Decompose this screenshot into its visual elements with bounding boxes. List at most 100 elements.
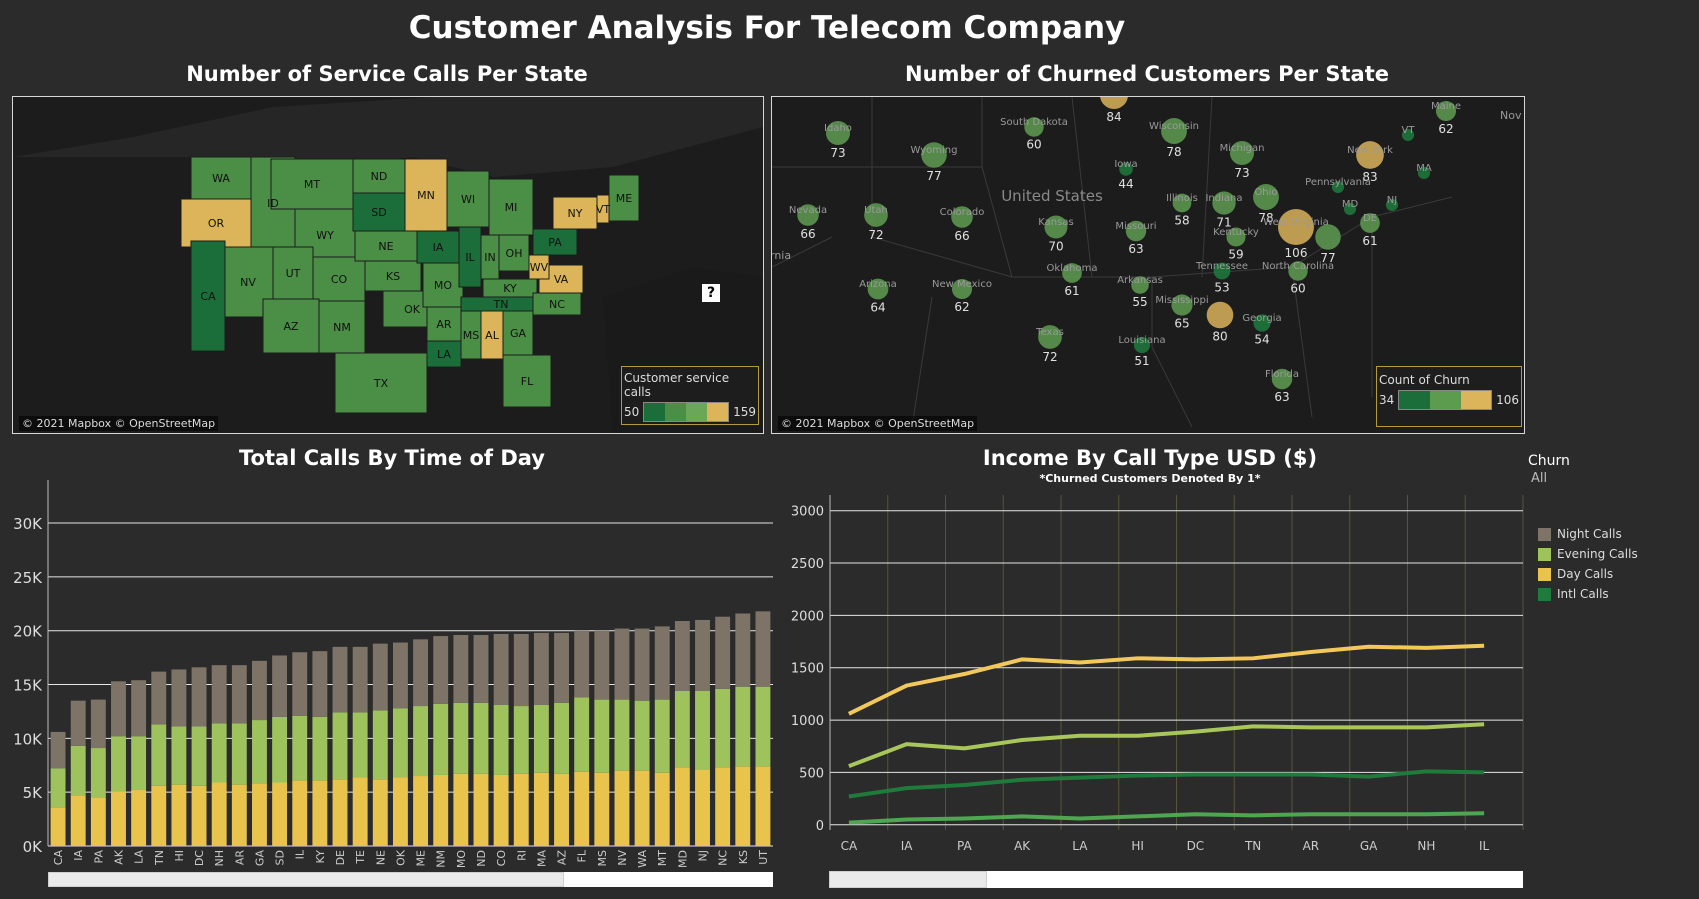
bar-segment[interactable] xyxy=(332,779,348,846)
bar-segment[interactable] xyxy=(50,807,66,846)
churn-bubble[interactable] xyxy=(1417,166,1431,180)
bar-segment[interactable] xyxy=(111,736,126,792)
churn-bubble[interactable] xyxy=(1315,224,1341,250)
bar-segment[interactable] xyxy=(392,777,408,846)
bar-segment[interactable] xyxy=(70,795,86,846)
state-pa[interactable] xyxy=(532,228,578,256)
bar-segment[interactable] xyxy=(634,770,650,846)
bar-segment[interactable] xyxy=(614,699,630,771)
bar-segment[interactable] xyxy=(433,636,449,704)
bar-segment[interactable] xyxy=(715,688,731,768)
bar-segment[interactable] xyxy=(433,774,449,846)
bar-segment[interactable] xyxy=(594,699,610,773)
bar-segment[interactable] xyxy=(513,773,529,846)
churn-bubble[interactable] xyxy=(951,206,973,228)
churn-bubble[interactable] xyxy=(1331,180,1345,194)
bar-segment[interactable] xyxy=(292,780,308,846)
churn-bubble[interactable] xyxy=(1206,301,1234,329)
bar-segment[interactable] xyxy=(554,632,569,703)
state-sd[interactable] xyxy=(352,192,406,232)
bar-segment[interactable] xyxy=(191,667,207,727)
bar-segment[interactable] xyxy=(574,697,590,772)
legend-item[interactable]: Day Calls xyxy=(1538,564,1638,584)
line-chart-scrollbar[interactable] xyxy=(829,871,1523,888)
churn-bubble[interactable] xyxy=(1278,209,1314,245)
bar-segment[interactable] xyxy=(654,626,670,700)
bar-segment[interactable] xyxy=(131,736,147,791)
bar-segment[interactable] xyxy=(755,686,771,767)
churn-bubble[interactable] xyxy=(1161,118,1187,144)
bar-segment[interactable] xyxy=(231,784,247,846)
churn-bubble[interactable] xyxy=(825,120,851,146)
bar-segment[interactable] xyxy=(231,665,247,724)
bar-segment[interactable] xyxy=(634,628,650,701)
bar-segment[interactable] xyxy=(272,655,288,717)
bar-segment[interactable] xyxy=(674,621,690,691)
bar-segment[interactable] xyxy=(292,652,308,716)
bar-segment[interactable] xyxy=(634,700,650,771)
churn-bubble[interactable] xyxy=(1253,314,1271,332)
bar-segment[interactable] xyxy=(614,770,630,846)
bar-segment[interactable] xyxy=(50,768,66,808)
churn-bubble[interactable] xyxy=(1229,140,1255,166)
churn-bubble[interactable] xyxy=(951,278,973,300)
bar-segment[interactable] xyxy=(70,700,86,746)
bar-segment[interactable] xyxy=(755,766,771,846)
churn-bubble[interactable] xyxy=(864,203,888,227)
map2-attribution[interactable]: © 2021 Mapbox © OpenStreetMap xyxy=(778,416,978,431)
churn-bubble[interactable] xyxy=(1213,262,1231,280)
bar-segment[interactable] xyxy=(513,633,529,707)
bar-segment[interactable] xyxy=(755,611,771,687)
churn-bubble[interactable] xyxy=(1360,213,1380,233)
bar-segment[interactable] xyxy=(392,708,408,778)
bar-segment[interactable] xyxy=(413,706,429,777)
bar-segment[interactable] xyxy=(695,690,710,770)
state-ne[interactable] xyxy=(354,230,418,262)
bar-segment[interactable] xyxy=(533,704,549,773)
churn-bubble[interactable] xyxy=(1024,117,1044,137)
bar-segment[interactable] xyxy=(352,777,368,846)
bar-segment[interactable] xyxy=(715,767,731,846)
legend-item[interactable]: Intl Calls xyxy=(1538,584,1638,604)
state-mn[interactable] xyxy=(404,158,448,232)
bar-segment[interactable] xyxy=(191,726,207,786)
bar-segment[interactable] xyxy=(272,782,288,846)
bar-segment[interactable] xyxy=(674,767,690,846)
bar-segment[interactable] xyxy=(70,745,86,796)
bar-segment[interactable] xyxy=(533,632,549,705)
bar-segment[interactable] xyxy=(513,706,529,774)
bar-segment[interactable] xyxy=(50,731,66,769)
bar-segment[interactable] xyxy=(533,772,549,846)
state-nm[interactable] xyxy=(318,300,366,354)
bar-segment[interactable] xyxy=(252,720,267,784)
bar-segment[interactable] xyxy=(594,630,610,700)
state-wi[interactable] xyxy=(446,170,490,228)
bar-segment[interactable] xyxy=(654,699,670,773)
bar-segment[interactable] xyxy=(493,633,509,705)
bar-segment[interactable] xyxy=(735,613,751,687)
bar-segment[interactable] xyxy=(171,784,187,846)
churn-bubble[interactable] xyxy=(1038,325,1062,349)
churn-filter-value[interactable]: All xyxy=(1531,471,1548,486)
bar-segment[interactable] xyxy=(252,783,267,846)
map1-attribution[interactable]: © 2021 Mapbox © OpenStreetMap xyxy=(19,416,219,431)
bar-segment[interactable] xyxy=(191,785,207,846)
bar-segment[interactable] xyxy=(111,681,126,737)
bar-segment[interactable] xyxy=(493,774,509,846)
bar-segment[interactable] xyxy=(695,619,710,691)
bar-segment[interactable] xyxy=(735,686,751,767)
bar-chart-scroll-thumb[interactable] xyxy=(48,872,564,887)
churn-bubble[interactable] xyxy=(1343,202,1357,216)
state-tx[interactable] xyxy=(334,352,428,414)
bar-segment[interactable] xyxy=(292,715,308,781)
churn-bubble[interactable] xyxy=(867,278,889,300)
churn-bubble[interactable] xyxy=(1062,263,1082,283)
state-oh[interactable] xyxy=(498,234,530,272)
bar-segment[interactable] xyxy=(735,766,751,846)
service-calls-map[interactable]: WA OR ID MT WY ND SD MN NV UT CO NE KS CA AZ NM TX OK IA MO… xyxy=(12,96,764,434)
churn-bubble[interactable] xyxy=(1271,368,1293,390)
state-mi[interactable] xyxy=(488,178,534,236)
bar-segment[interactable] xyxy=(111,791,126,846)
bar-segment[interactable] xyxy=(392,642,408,709)
line-series[interactable] xyxy=(848,769,1485,799)
